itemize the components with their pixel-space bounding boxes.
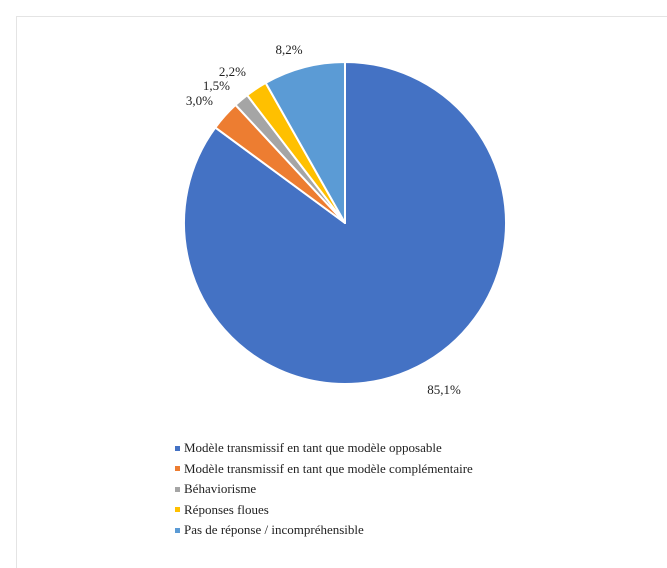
pie-data-labels: 85,1% 3,0%1,5%2,2% 8,2%: [186, 42, 461, 397]
chart-frame: [16, 16, 667, 568]
legend-item: Pas de réponse / incompréhensible: [175, 520, 473, 541]
legend-item: Béhaviorisme: [175, 479, 473, 500]
legend-swatch: [175, 466, 180, 472]
legend-swatch: [175, 527, 180, 533]
legend-swatch: [175, 507, 180, 513]
pie-chart: 85,1% 3,0%1,5%2,2% 8,2%: [183, 42, 507, 397]
slice-value-label: 85,1%: [427, 382, 461, 397]
legend-swatch: [175, 445, 180, 451]
legend-label: Pas de réponse / incompréhensible: [184, 522, 364, 538]
slice-value-label: 8,2%: [275, 42, 302, 57]
slice-value-label: 2,2%: [219, 64, 246, 79]
legend-item: Modèle transmissif en tant que modèle op…: [175, 438, 473, 459]
legend-label: Béhaviorisme: [184, 481, 257, 497]
legend-item: Modèle transmissif en tant que modèle co…: [175, 459, 473, 480]
pie-slice: [264, 61, 346, 224]
legend: Modèle transmissif en tant que modèle op…: [175, 438, 473, 541]
legend-label: Réponses floues: [184, 501, 269, 517]
legend-item: Réponses floues: [175, 500, 473, 521]
legend-label: Modèle transmissif en tant que modèle co…: [184, 460, 473, 476]
pie-slices: [183, 61, 507, 385]
legend-swatch: [175, 486, 180, 492]
slice-value-label: 1,5%: [203, 78, 230, 93]
legend-label: Modèle transmissif en tant que modèle op…: [184, 440, 442, 456]
slice-value-label: 3,0%: [186, 93, 213, 108]
